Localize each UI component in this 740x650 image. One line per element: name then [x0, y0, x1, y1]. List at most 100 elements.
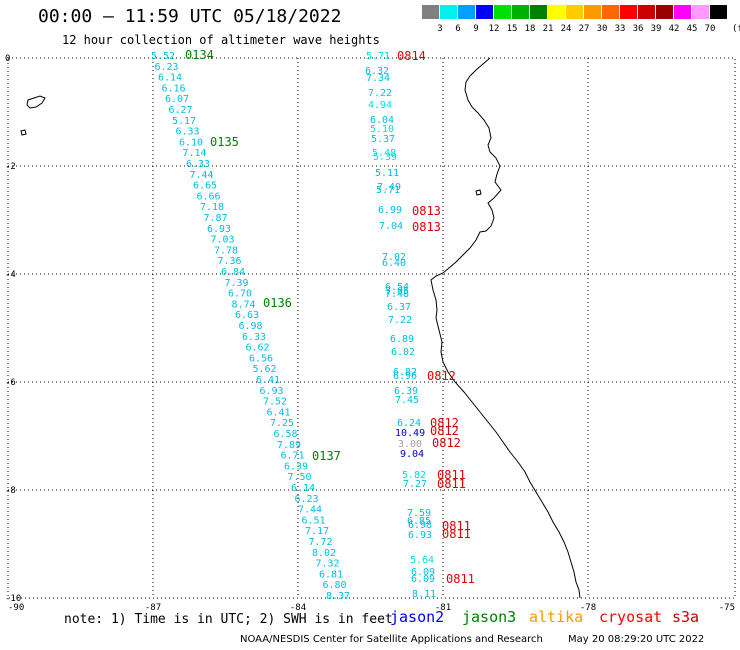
wave-height-value: 7.89 — [277, 440, 301, 451]
wave-height-value: 5.82 — [402, 470, 426, 481]
wave-height-value: 7.39 — [225, 278, 249, 289]
wave-height-value: 5.64 — [410, 555, 434, 566]
wave-height-value: 7.45 — [395, 395, 419, 406]
wave-height-value: 7.22 — [388, 315, 412, 326]
wave-height-value: 6.16 — [162, 83, 186, 94]
wave-height-value: 7.44 — [190, 170, 214, 181]
wave-height-value: 6.41 — [267, 407, 291, 418]
wave-height-value: 7.87 — [204, 213, 228, 224]
wave-height-value: 6.14 — [291, 483, 315, 494]
wave-height-value: 6.89 — [390, 334, 414, 345]
wave-height-value: 7.03 — [211, 235, 235, 246]
island-santa-cruz — [20, 129, 27, 136]
legend-label: 24 — [560, 24, 572, 34]
legend-label: 39 — [650, 24, 662, 34]
wave-height-value: 7.25 — [270, 418, 294, 429]
wave-height-value: 6.10 — [179, 137, 203, 148]
legend-color-box — [674, 5, 692, 19]
wave-height-value: 6.98 — [408, 520, 432, 531]
wave-height-value: 6.56 — [249, 353, 273, 364]
wave-height-value: 5.71 — [376, 185, 400, 196]
wave-height-value: 7.22 — [368, 88, 392, 99]
wave-height-value: 7.72 — [309, 537, 333, 548]
wave-height-value: 6.66 — [197, 191, 221, 202]
wave-height-value: 5.52 — [151, 51, 175, 62]
coastline — [20, 57, 581, 599]
pass-time-label: 0136 — [263, 296, 292, 310]
wave-height-value: 7.48 — [385, 289, 409, 300]
satellite-name: jason3 — [462, 608, 517, 626]
wave-height-value: 6.71 — [281, 451, 305, 462]
lat-tick-label: -6 — [5, 378, 16, 388]
wave-height-value: 6.80 — [323, 580, 347, 591]
wave-height-value: 6.99 — [378, 205, 402, 216]
wave-height-value: 6.39 — [284, 461, 308, 472]
wave-height-value: 7.78 — [214, 245, 238, 256]
wave-height-value: 6.62 — [246, 343, 270, 354]
wave-height-value: 6.39 — [394, 386, 418, 397]
wave-height-value: 7.59 — [407, 508, 431, 519]
legend-label: 21 — [542, 24, 554, 34]
wave-height-value: 7.50 — [288, 472, 312, 483]
pass-time-label: 0814 — [397, 49, 426, 63]
wave-height-value: 6.81 — [319, 569, 343, 580]
lat-tick-label: -10 — [5, 594, 21, 604]
wave-height-value: 6.96 — [393, 371, 417, 382]
legend-label: 15 — [506, 24, 518, 34]
wave-height-value: 6.58 — [274, 429, 298, 440]
wave-height-value: 6.41 — [256, 375, 280, 386]
wave-height-value: 6.63 — [235, 310, 259, 321]
legend-label: 42 — [668, 24, 680, 34]
lon-tick-label: -90 — [8, 603, 24, 613]
wave-height-value: 6.98 — [239, 321, 263, 332]
wave-height-value: 5.71 — [366, 51, 390, 62]
lat-tick-label: 0 — [5, 54, 10, 64]
legend-color-box — [620, 5, 638, 19]
wave-height-value: 6.09 — [411, 567, 435, 578]
legend-color-box — [530, 5, 548, 19]
map-title: 00:00 — 11:59 UTC 05/18/2022 — [38, 6, 342, 27]
wave-height-value: 6.51 — [302, 515, 326, 526]
wave-height-value: 7.14 — [183, 148, 207, 159]
wave-height-value: 6.14 — [158, 73, 182, 84]
legend-color-box — [440, 5, 458, 19]
wave-height-value: 6.23 — [295, 494, 319, 505]
satellite-name: s3a — [672, 608, 700, 626]
lon-tick-label: -81 — [435, 603, 451, 613]
lon-tick-label: -87 — [145, 603, 161, 613]
wave-height-value: 6.85 — [407, 516, 431, 527]
track-right: 5.716.327.347.224.946.045.105.375.485.39… — [365, 49, 475, 600]
pass-time-label: 0813 — [412, 220, 441, 234]
wave-height-value: 6.93 — [408, 530, 432, 541]
legend-label: 18 — [524, 24, 536, 34]
wave-height-value: 6.04 — [370, 115, 394, 126]
pass-time-label: 0134 — [185, 48, 214, 62]
pass-time-label: 0812 — [430, 416, 459, 430]
wave-height-value: 6.02 — [391, 347, 415, 358]
wave-height-value: 6.82 — [393, 367, 417, 378]
legend-color-box — [494, 5, 512, 19]
wave-height-value: 8.37 — [326, 591, 350, 602]
satellite-name: altika — [529, 608, 584, 626]
wave-height-value: 6.24 — [397, 418, 421, 429]
wave-height-value: 6.70 — [228, 289, 252, 300]
legend-unit: (ft) — [732, 24, 740, 34]
legend-color-box — [512, 5, 530, 19]
legend-label: 9 — [473, 24, 479, 34]
wave-height-value: 6.09 — [411, 574, 435, 585]
wave-height-value: 3.00 — [398, 439, 422, 450]
wave-height-value: 10.49 — [395, 428, 425, 439]
wave-height-value: 7.27 — [403, 479, 427, 490]
legend-color-box — [692, 5, 710, 19]
lon-tick-label: -84 — [290, 603, 306, 613]
wave-height-value: 6.54 — [385, 282, 409, 293]
wave-height-value: 5.10 — [370, 124, 394, 135]
legend-color-box — [710, 5, 728, 19]
pass-time-label: 0137 — [312, 449, 341, 463]
pass-time-label: 0811 — [442, 519, 471, 533]
pass-time-label: 0135 — [210, 135, 239, 149]
wave-height-value: 5.37 — [371, 134, 395, 145]
wave-height-value: 6.32 — [365, 66, 389, 77]
footer-timestamp: May 20 08:29:20 UTC 2022 — [568, 634, 705, 645]
